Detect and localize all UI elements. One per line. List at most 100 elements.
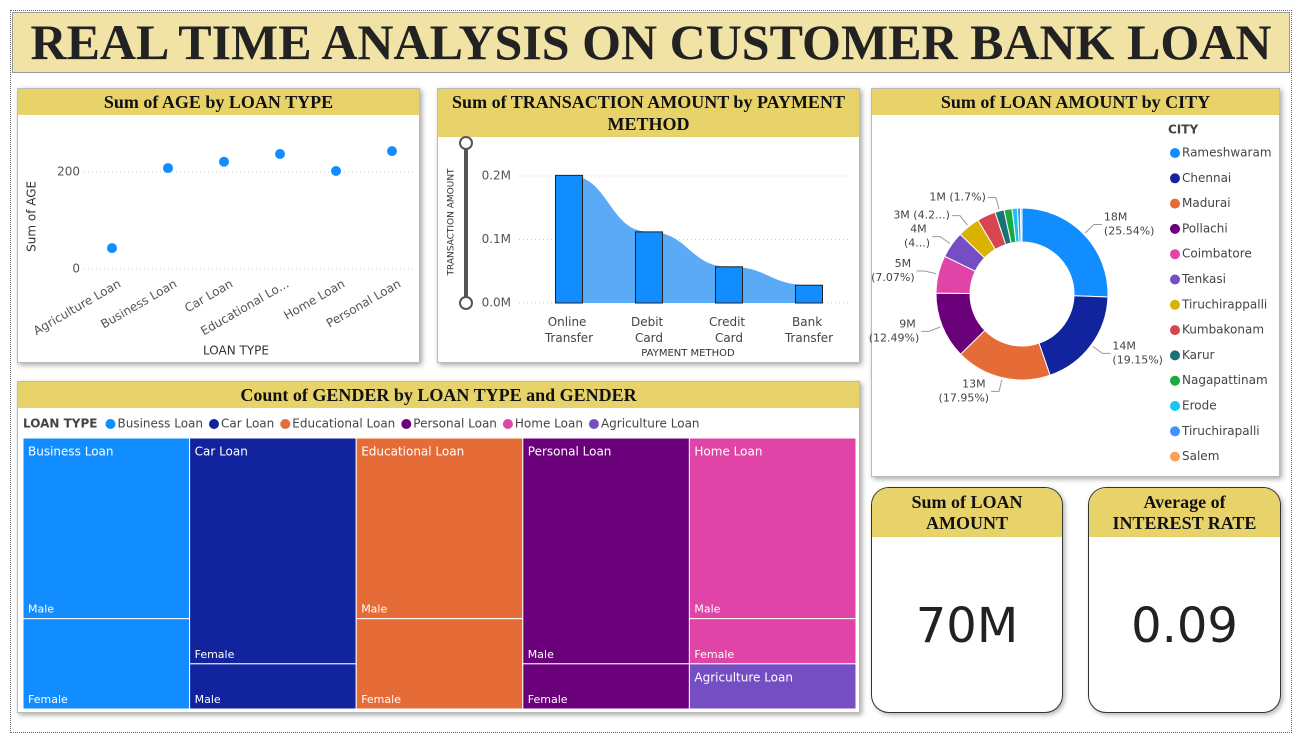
legend-label: Rameshwaram: [1182, 146, 1272, 160]
leader-line: [921, 326, 941, 332]
dot: [275, 149, 285, 160]
leader-line: [916, 270, 937, 275]
legend-marker: [1170, 325, 1180, 336]
legend-marker: [105, 419, 116, 429]
legend-label: Chennai: [1182, 171, 1231, 185]
legend-marker: [1170, 426, 1180, 437]
treemap-tile: [189, 437, 357, 665]
legend-label: Agriculture Loan: [601, 417, 700, 431]
tile-label: Female: [195, 648, 235, 661]
legend-label: Educational Loan: [292, 417, 395, 431]
x-tick-label: Debit Card: [631, 315, 667, 345]
legend-label: Salem: [1182, 449, 1219, 463]
kpi-card: Sum of LOAN AMOUNT 70M: [871, 487, 1063, 713]
data-label: 5M (7.07%): [871, 257, 915, 284]
tile-label: Male: [28, 603, 54, 616]
frame: [10, 10, 1292, 733]
legend-label: Car Loan: [221, 417, 274, 431]
legend-label: Nagapattinam: [1182, 373, 1268, 387]
tile-label: Female: [28, 693, 68, 706]
group-label: Car Loan: [195, 445, 248, 459]
chart-title: Sum of LOAN AMOUNT by CITY: [872, 89, 1279, 115]
kpi-card: Average of INTEREST RATE 0.09: [1088, 487, 1281, 713]
ribbon-area: [569, 175, 809, 303]
data-label: 4M (4...): [904, 223, 930, 250]
tile-label: Male: [361, 603, 387, 616]
x-axis-label: PAYMENT METHOD: [641, 348, 735, 359]
dot: [107, 243, 117, 254]
tile-label: Male: [694, 603, 720, 616]
data-label: 9M (12.49%): [869, 317, 920, 344]
donut-slice: [1038, 295, 1109, 376]
legend-marker: [1170, 223, 1180, 234]
legend-marker: [502, 419, 513, 429]
data-label: 3M (4.2...): [893, 209, 950, 222]
legend-label: Tiruchirapalli: [1181, 424, 1260, 438]
legend-title: CITY: [1168, 123, 1198, 137]
legend-marker: [1170, 375, 1180, 386]
bar: [555, 174, 583, 304]
legend-marker: [1170, 350, 1180, 361]
treemap-tile: [355, 618, 524, 710]
treemap-tile: [688, 618, 857, 665]
data-label: 18M (25.54%): [1104, 211, 1155, 238]
transaction-panel: Sum of TRANSACTION AMOUNT by PAYMENT MET…: [437, 88, 860, 363]
dot: [219, 156, 229, 167]
group-label: Home Loan: [694, 445, 762, 459]
legend-label: Kumbakonam: [1182, 323, 1264, 337]
leader-line: [1092, 345, 1111, 354]
y-tick-label: 0.0M: [482, 296, 511, 310]
treemap-tile: [688, 663, 857, 710]
tile-label: Male: [195, 693, 221, 706]
legend-marker: [1170, 198, 1180, 209]
y-tick-label: 200: [57, 164, 80, 178]
legend-marker: [209, 419, 219, 429]
y-tick-label: 0.1M: [482, 232, 511, 246]
legend-label: Madurai: [1182, 196, 1231, 210]
x-tick-label: Credit Card: [709, 315, 749, 345]
chart-title: Count of GENDER by LOAN TYPE and GENDER: [18, 382, 859, 408]
group-label: Business Loan: [28, 445, 114, 459]
chart-title: Sum of AGE by LOAN TYPE: [18, 89, 419, 115]
slider: [459, 136, 473, 310]
group-label: Agriculture Loan: [694, 670, 793, 684]
y-tick-label: 0: [72, 261, 80, 275]
legend-label: Erode: [1182, 399, 1217, 413]
bar: [795, 284, 823, 304]
legend-label: Personal Loan: [413, 417, 497, 431]
legend-marker: [1170, 173, 1180, 184]
legend-label: Business Loan: [117, 417, 203, 431]
legend-label: Tiruchirappalli: [1181, 297, 1267, 311]
legend-marker: [1170, 249, 1180, 260]
legend-marker: [1170, 148, 1180, 158]
donut-slice: [1019, 207, 1023, 243]
legend-title: LOAN TYPE: [23, 417, 97, 431]
slider-handle: [459, 136, 473, 150]
group-label: Personal Loan: [528, 445, 612, 459]
tile-label: Female: [694, 648, 734, 661]
donut-slice: [1021, 207, 1109, 298]
leader-line: [987, 196, 1000, 210]
legend-label: Home Loan: [515, 417, 583, 431]
card-title: Sum of LOAN AMOUNT: [872, 488, 1062, 537]
page-title: REAL TIME ANALYSIS ON CUSTOMER BANK LOAN: [12, 12, 1290, 73]
leader-line: [932, 236, 951, 244]
x-tick-label: Bank Transfer: [784, 315, 833, 345]
group-label: Educational Loan: [361, 445, 464, 459]
treemap-tile: [688, 437, 857, 620]
tile-label: Female: [361, 693, 401, 706]
treemap-tile: [22, 437, 191, 620]
legend-marker: [588, 419, 599, 429]
legend-marker: [401, 419, 412, 429]
chart-title: Sum of TRANSACTION AMOUNT by PAYMENT MET…: [438, 89, 859, 137]
legend-label: Tenkasi: [1181, 272, 1226, 286]
leader-line: [1084, 224, 1102, 234]
bar: [715, 266, 743, 304]
tile-label: Male: [528, 648, 554, 661]
legend-label: Karur: [1182, 348, 1215, 362]
legend-marker: [1170, 299, 1180, 310]
data-label: 1M (1.7%): [929, 190, 986, 203]
legend-label: Coimbatore: [1182, 247, 1252, 261]
